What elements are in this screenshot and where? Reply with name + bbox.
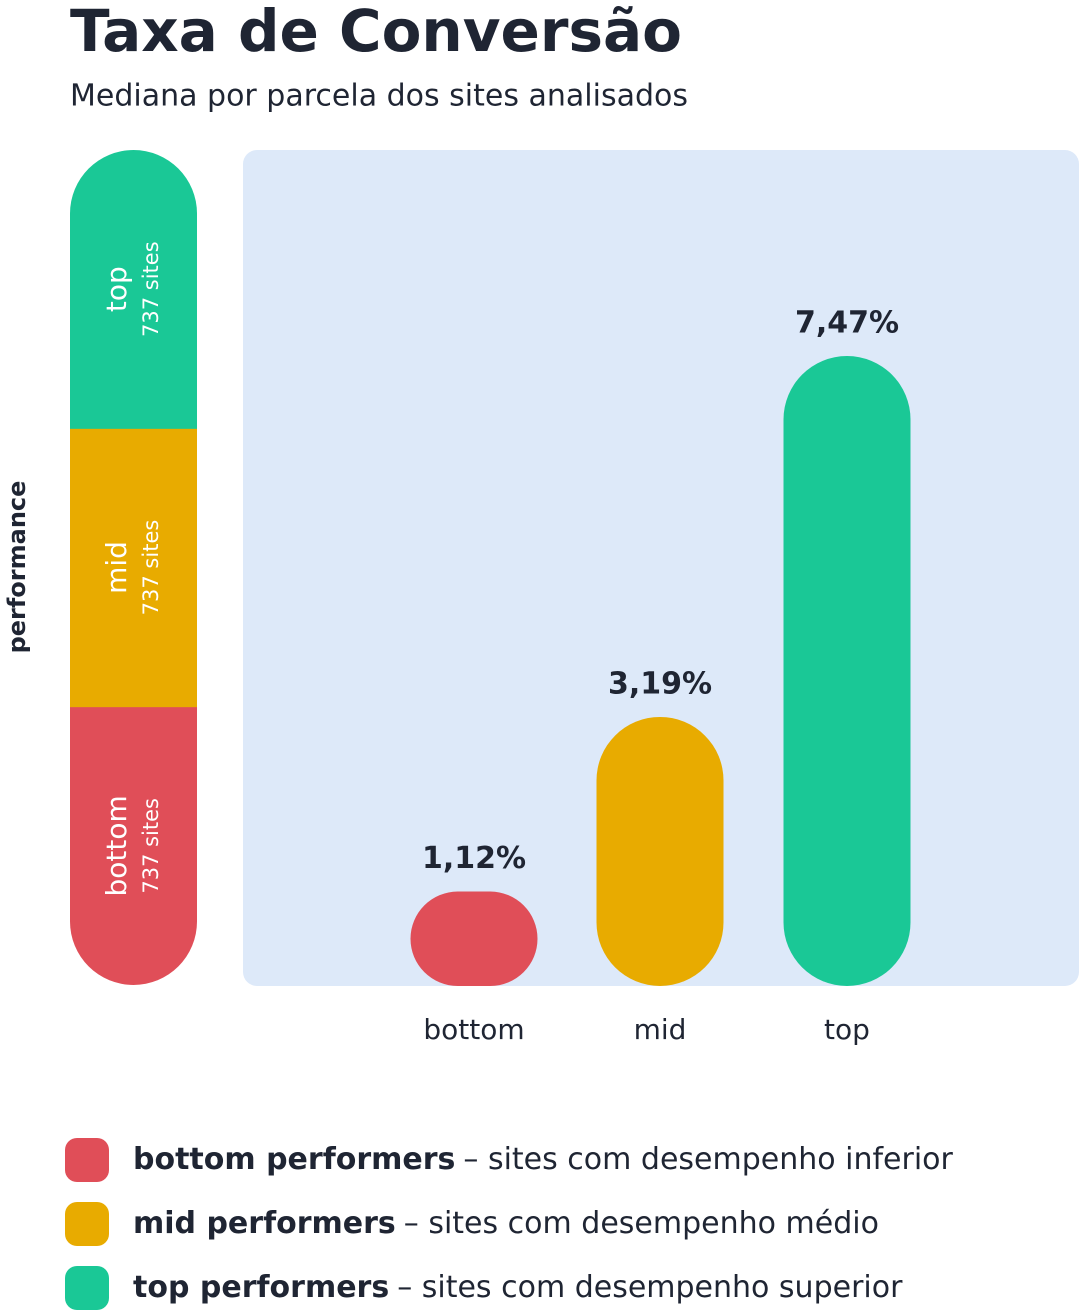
legend-description: – sites com desempenho inferior: [463, 1142, 953, 1177]
axis-label: performance: [3, 481, 31, 654]
legend-swatch: [65, 1266, 109, 1310]
value-label: 3,19%: [608, 666, 712, 701]
chart-subtitle: Mediana por parcela dos sites analisados: [70, 79, 688, 114]
segment-name: bottom: [100, 795, 133, 896]
legend-swatch: [65, 1138, 109, 1182]
value-label: 1,12%: [422, 841, 526, 876]
legend-swatch: [65, 1202, 109, 1246]
chart-title: Taxa de Conversão: [70, 0, 682, 65]
bar: [410, 891, 538, 986]
x-tick-label: bottom: [423, 1013, 524, 1046]
bar: [783, 356, 911, 986]
value-label: 7,47%: [795, 306, 899, 341]
legend-description: – sites com desempenho médio: [404, 1206, 879, 1241]
segment-name: mid: [100, 541, 133, 594]
legend-description: – sites com desempenho superior: [397, 1270, 903, 1305]
bar: [596, 716, 724, 986]
performance-pill: [70, 150, 197, 985]
x-tick-label: top: [824, 1013, 870, 1046]
legend-name: top performers: [133, 1270, 389, 1305]
segment-count: 737 sites: [139, 798, 163, 894]
segment-count: 737 sites: [139, 241, 163, 337]
pill-segment: [70, 428, 197, 708]
segment-count: 737 sites: [139, 520, 163, 616]
legend-name: mid performers: [133, 1206, 396, 1241]
segment-name: top: [100, 266, 133, 312]
x-tick-label: mid: [634, 1013, 687, 1046]
legend-name: bottom performers: [133, 1142, 455, 1177]
pill-segment: [70, 706, 197, 985]
pill-segment: [70, 150, 197, 429]
legend-entry: mid performers – sites com desempenho méd…: [133, 1206, 879, 1241]
legend-entry: bottom performers – sites com desempenho …: [133, 1142, 954, 1177]
legend-entry: top performers – sites com desempenho sup…: [133, 1270, 903, 1305]
